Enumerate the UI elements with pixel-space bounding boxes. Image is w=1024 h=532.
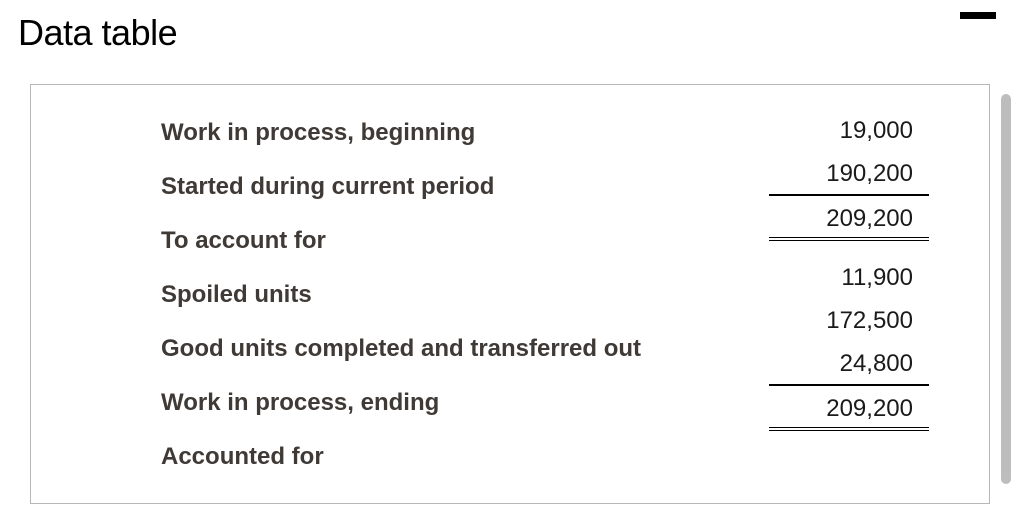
row-label: To account for [161, 227, 641, 255]
minimize-icon[interactable] [960, 12, 996, 19]
row-value: 24,800 [769, 346, 929, 386]
page-title: Data table [18, 12, 177, 54]
row-label: Work in process, ending [161, 389, 641, 417]
row-value: 209,200 [769, 201, 929, 241]
value-cell: 209,200 [769, 201, 929, 241]
labels-column: Work in process, beginning Started durin… [161, 113, 641, 471]
row-label: Spoiled units [161, 281, 641, 309]
value-cell: 172,500 [769, 303, 929, 341]
value-cell: 11,900 [769, 260, 929, 298]
data-table-panel: Work in process, beginning Started durin… [30, 84, 990, 504]
value-cell: 190,200 [769, 156, 929, 196]
value-cell: 24,800 [769, 346, 929, 386]
row-label: Started during current period [161, 173, 641, 201]
row-value: 172,500 [769, 303, 929, 341]
content-wrap: Work in process, beginning Started durin… [0, 54, 1024, 504]
value-cell: 209,200 [769, 391, 929, 431]
value-cell: 19,000 [769, 113, 929, 151]
panel-container: Work in process, beginning Started durin… [30, 84, 1012, 504]
table-body: Work in process, beginning Started durin… [161, 113, 929, 471]
row-value: 19,000 [769, 113, 929, 151]
row-label: Accounted for [161, 443, 641, 471]
scrollbar[interactable] [1000, 84, 1012, 504]
row-value: 190,200 [769, 156, 929, 196]
row-value: 11,900 [769, 260, 929, 298]
row-value: 209,200 [769, 391, 929, 431]
values-column: 19,000 190,200 209,200 11,900 172,500 [769, 113, 929, 435]
row-label: Good units completed and transferred out [161, 335, 641, 363]
row-label: Work in process, beginning [161, 119, 641, 147]
scrollbar-thumb[interactable] [1001, 94, 1011, 484]
header: Data table [0, 0, 1024, 54]
